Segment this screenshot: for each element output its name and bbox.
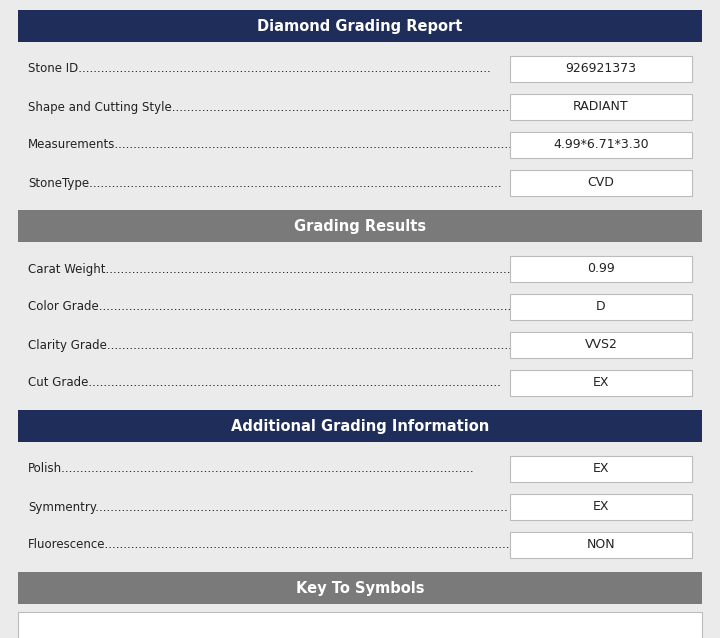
Text: EX: EX (593, 500, 609, 514)
Bar (18, 164, 702, 202)
Text: EX: EX (593, 463, 609, 475)
Bar (18, 612, 702, 638)
Text: VVS2: VVS2 (585, 339, 618, 352)
Text: Shape and Cutting Style.........................................................: Shape and Cutting Style.................… (28, 101, 584, 114)
Bar (18, 572, 702, 604)
Bar (18, 126, 702, 164)
Bar (18, 288, 702, 326)
Text: 926921373: 926921373 (565, 63, 636, 75)
Text: Diamond Grading Report: Diamond Grading Report (257, 19, 463, 34)
Text: CVD: CVD (588, 177, 614, 189)
Text: 0.99: 0.99 (587, 262, 615, 276)
Text: Color Grade.....................................................................: Color Grade.............................… (28, 300, 511, 313)
Bar (18, 450, 702, 488)
Bar (18, 50, 702, 88)
Bar (510, 256, 692, 282)
Text: Carat Weight....................................................................: Carat Weight............................… (28, 262, 518, 276)
Text: Stone ID........................................................................: Stone ID................................… (28, 63, 491, 75)
Bar (18, 250, 702, 288)
Bar (510, 56, 692, 82)
Bar (18, 326, 702, 364)
Text: Additional Grading Information: Additional Grading Information (231, 419, 489, 433)
Bar (18, 488, 702, 526)
Text: 4.99*6.71*3.30: 4.99*6.71*3.30 (553, 138, 649, 151)
Bar (18, 88, 702, 126)
Bar (510, 132, 692, 158)
Text: Key To Symbols: Key To Symbols (296, 581, 424, 595)
Bar (510, 94, 692, 120)
Bar (510, 370, 692, 396)
Text: Measurements....................................................................: Measurements............................… (28, 138, 528, 151)
Bar (18, 10, 702, 42)
Text: D: D (596, 300, 606, 313)
Text: StoneType.......................................................................: StoneType...............................… (28, 177, 502, 189)
Text: NON: NON (587, 538, 616, 551)
Bar (510, 532, 692, 558)
Bar (18, 410, 702, 442)
Text: RADIANT: RADIANT (573, 101, 629, 114)
Bar (510, 170, 692, 196)
Bar (510, 456, 692, 482)
Text: EX: EX (593, 376, 609, 390)
Bar (510, 294, 692, 320)
Text: Fluorescence....................................................................: Fluorescence............................… (28, 538, 518, 551)
Text: Cut Grade.......................................................................: Cut Grade...............................… (28, 376, 501, 390)
Bar (18, 210, 702, 242)
Text: Symmentry.......................................................................: Symmentry...............................… (28, 500, 508, 514)
Bar (510, 494, 692, 520)
Bar (18, 526, 702, 564)
Text: Clarity Grade...................................................................: Clarity Grade...........................… (28, 339, 519, 352)
Bar (510, 332, 692, 358)
Text: Polish..........................................................................: Polish..................................… (28, 463, 474, 475)
Text: Grading Results: Grading Results (294, 218, 426, 234)
Bar (18, 364, 702, 402)
